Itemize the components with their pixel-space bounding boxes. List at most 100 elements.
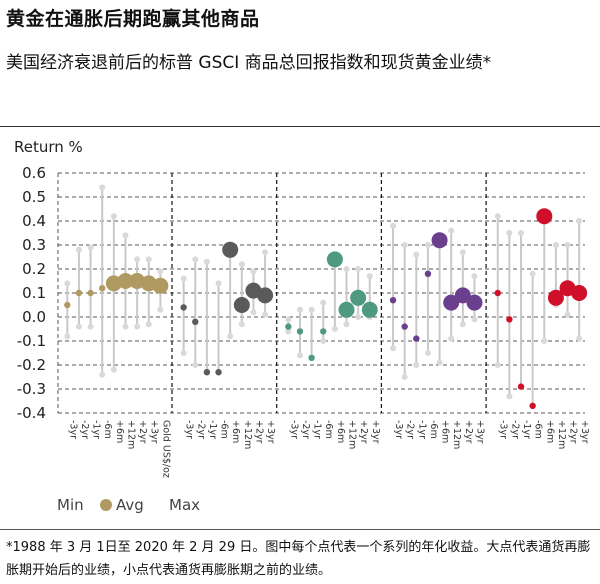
x-tick-label: -2yr xyxy=(300,420,311,439)
x-tick-label: -1yr xyxy=(207,420,218,439)
x-tick-label: -1yr xyxy=(521,420,532,439)
x-tick-label: +3yr xyxy=(370,420,381,444)
max-point xyxy=(390,222,397,229)
max-point xyxy=(308,306,315,313)
chart-title: 黄金在通胀后期跑赢其他商品 xyxy=(6,8,260,30)
x-tick-label: +6m xyxy=(544,420,555,443)
x-tick-label: +6m xyxy=(440,420,451,443)
avg-point xyxy=(454,287,471,304)
max-point xyxy=(424,242,431,248)
avg-point xyxy=(494,289,501,297)
x-tick-label: +2yr xyxy=(463,420,474,444)
avg-point xyxy=(75,289,83,297)
avg-point xyxy=(443,294,460,311)
avg-point xyxy=(285,323,292,330)
max-point xyxy=(192,256,199,263)
avg-point xyxy=(326,251,343,268)
y-tick-label: -0.1 xyxy=(17,332,46,350)
avg-point xyxy=(87,289,94,297)
min-point xyxy=(296,352,303,359)
min-point xyxy=(64,333,71,340)
min-point xyxy=(436,359,443,366)
avg-point xyxy=(117,273,134,289)
x-tick-label: -6m xyxy=(428,420,439,439)
max-point xyxy=(285,316,292,323)
x-tick-label: +6m xyxy=(114,420,125,443)
x-tick-label: -1yr xyxy=(416,420,427,439)
max-point xyxy=(366,273,373,280)
x-tick-label: -3yr xyxy=(67,420,78,439)
min-point xyxy=(424,350,431,356)
max-point xyxy=(262,249,269,256)
y-tick-label: 0.4 xyxy=(22,212,46,230)
max-point xyxy=(64,280,71,287)
min-point xyxy=(413,362,420,368)
min-point xyxy=(285,328,292,335)
data-points xyxy=(64,184,588,409)
max-point xyxy=(518,230,525,236)
x-tick-label: -6m xyxy=(219,420,230,439)
min-point xyxy=(494,362,501,368)
chart-canvas: Return % -0.4 -0.3 -0.2 -0.1 0.0 0.1 0.2 0.3 0.4… xyxy=(14,138,590,514)
avg-point xyxy=(547,289,564,306)
avg-point xyxy=(466,294,483,311)
avg-point xyxy=(571,285,588,301)
min-point xyxy=(192,362,199,368)
y-tick-label: -0.2 xyxy=(17,356,46,374)
y-axis-label: Return % xyxy=(14,138,83,156)
max-point xyxy=(529,270,536,277)
x-tick-label: -1yr xyxy=(91,420,102,439)
x-tick-label: -6m xyxy=(533,420,544,439)
x-axis-labels: -3yr -2yr -1yr -6m +6m +12m +2yr +3yr Gold US$/o… xyxy=(67,420,590,478)
top-rule xyxy=(0,126,600,127)
avg-point xyxy=(389,297,397,304)
x-tick-label: +2yr xyxy=(137,420,148,444)
avg-point xyxy=(338,301,355,318)
max-point xyxy=(296,306,303,313)
avg-point xyxy=(152,277,169,294)
legend-avg-marker xyxy=(100,499,112,511)
y-tick-label: 0.5 xyxy=(22,188,46,206)
x-tick-label: -3yr xyxy=(288,420,299,439)
y-tick-label: -0.4 xyxy=(17,404,46,422)
y-tick-label: 0.1 xyxy=(22,284,46,302)
max-point xyxy=(145,256,152,263)
x-tick-label: +3yr xyxy=(265,420,276,444)
avg-point xyxy=(431,232,448,249)
avg-point xyxy=(529,402,536,409)
y-tick-label: 0.6 xyxy=(22,164,46,182)
min-point xyxy=(448,335,455,342)
max-point xyxy=(506,230,513,236)
min-point xyxy=(87,323,94,330)
min-point xyxy=(343,321,350,328)
min-point xyxy=(541,338,548,344)
max-point xyxy=(110,213,117,220)
y-tick-label: 0.3 xyxy=(22,236,46,254)
avg-point xyxy=(215,369,222,376)
min-point xyxy=(320,338,327,344)
max-point xyxy=(250,268,257,275)
legend-min-label: Min xyxy=(57,496,84,514)
max-point xyxy=(413,251,420,258)
max-point xyxy=(203,258,210,265)
min-point xyxy=(471,316,478,323)
x-tick-label: +12m xyxy=(451,420,462,449)
avg-point xyxy=(64,301,71,309)
max-point xyxy=(122,232,129,239)
x-tick-label: Gold US$/oz xyxy=(160,420,171,478)
min-point xyxy=(227,333,234,340)
min-point xyxy=(157,306,164,313)
footnote: *1988 年 3 月 1日至 2020 年 2 月 29 日。图中每个点代表一… xyxy=(6,540,591,578)
max-point xyxy=(180,275,187,282)
avg-point xyxy=(296,328,304,335)
min-point xyxy=(99,371,106,378)
max-point xyxy=(215,280,222,287)
max-point xyxy=(75,246,82,253)
min-point xyxy=(134,323,141,330)
max-point xyxy=(552,242,559,248)
x-tick-label: -3yr xyxy=(498,420,509,439)
x-tick-label: +12m xyxy=(125,420,136,449)
x-tick-label: -3yr xyxy=(184,420,195,439)
min-point xyxy=(390,345,397,352)
legend: Min Avg Max xyxy=(57,496,200,514)
